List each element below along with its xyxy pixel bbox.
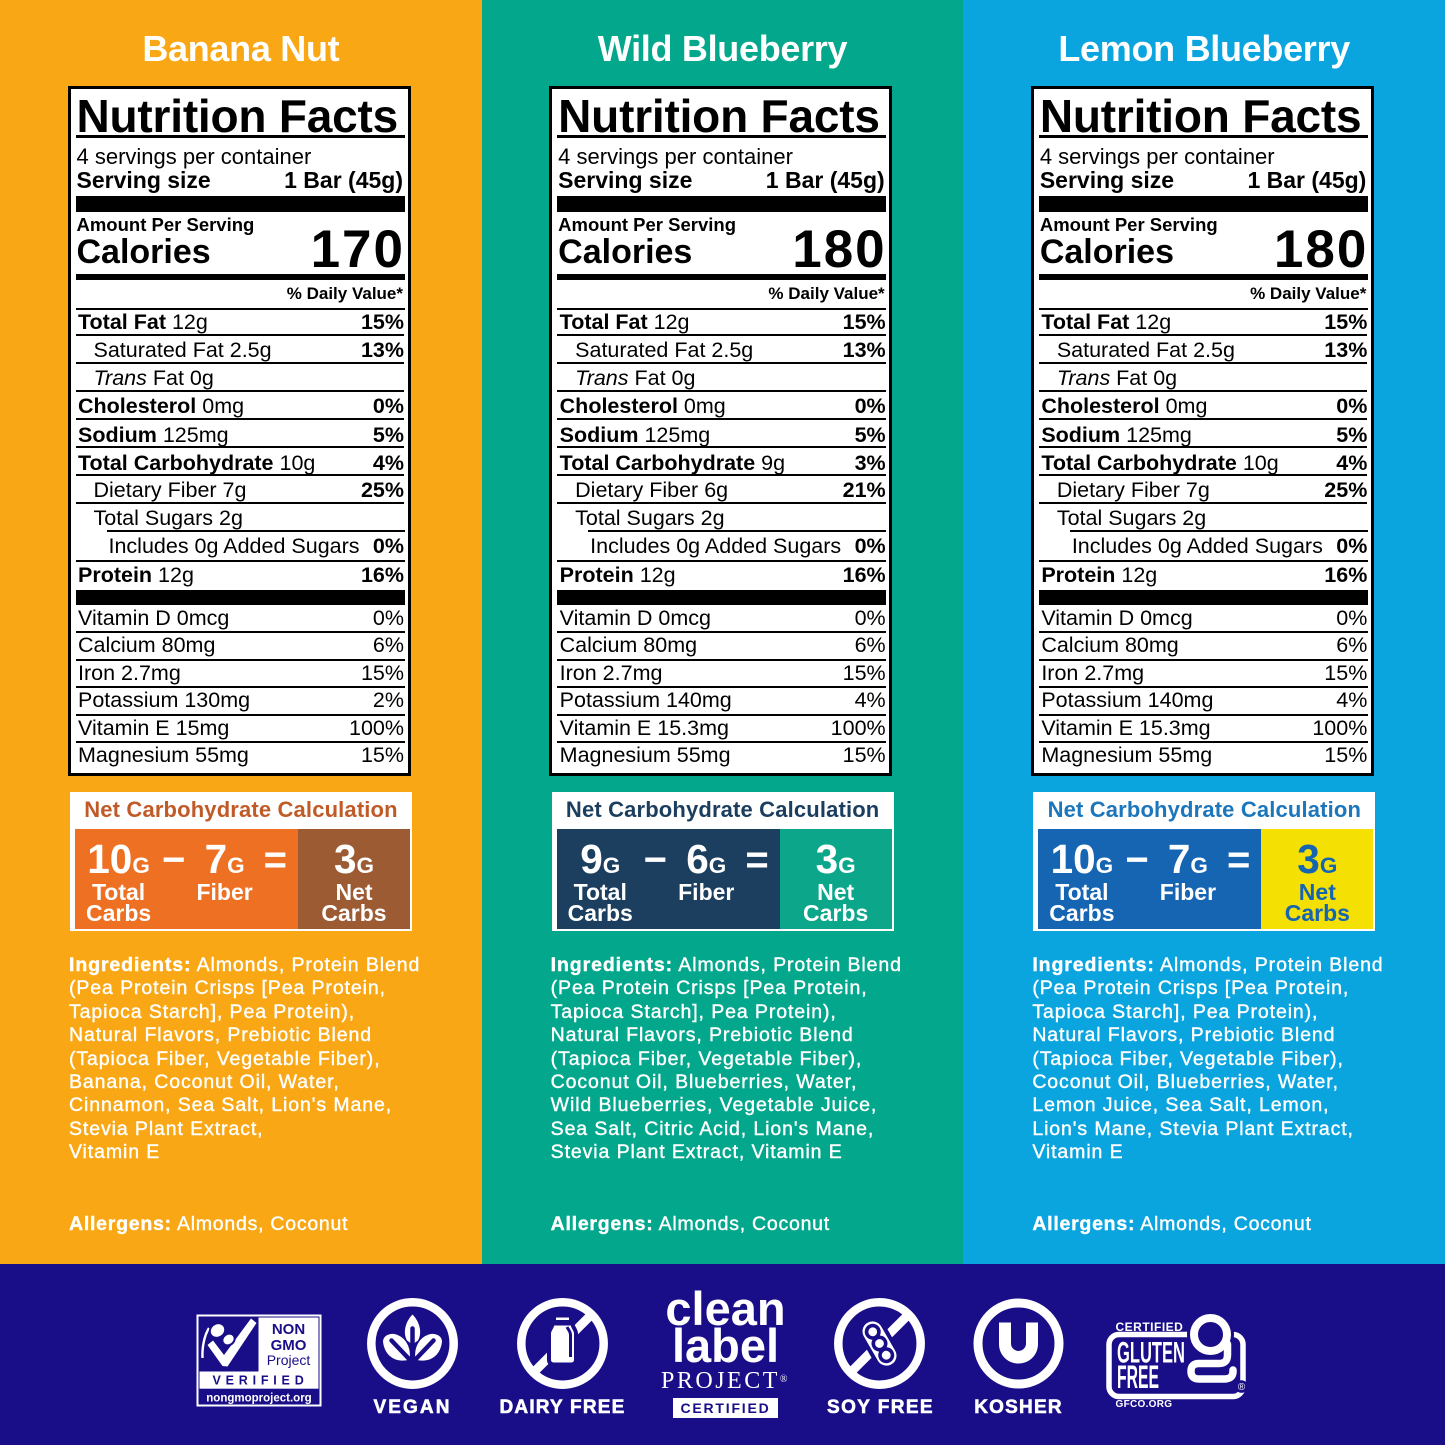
svg-text:GMO: GMO	[271, 1337, 307, 1354]
svg-text:FREE: FREE	[1117, 1359, 1159, 1395]
svg-text:VERIFIED: VERIFIED	[212, 1374, 308, 1388]
svg-text:CERTIFIED: CERTIFIED	[1116, 1320, 1184, 1334]
svg-text:GLUTEN: GLUTEN	[1117, 1337, 1185, 1370]
svg-text:nongmoproject.org: nongmoproject.org	[206, 1393, 311, 1405]
svg-text:NON: NON	[272, 1321, 305, 1338]
svg-text:®: ®	[1238, 1382, 1246, 1393]
svg-text:Project: Project	[267, 1352, 311, 1368]
svg-text:GFCO.ORG: GFCO.ORG	[1116, 1399, 1173, 1410]
